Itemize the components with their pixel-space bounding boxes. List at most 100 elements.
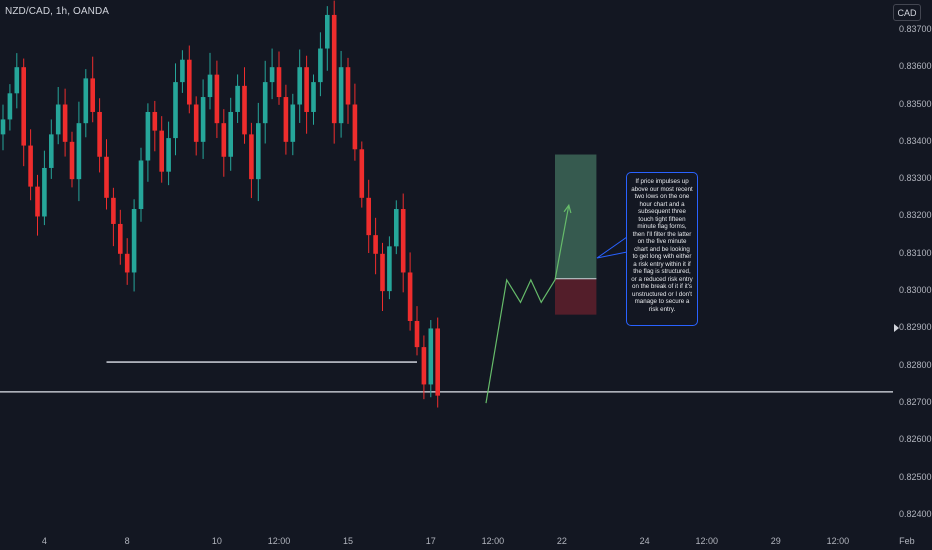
candle-body [331, 14, 337, 124]
time-tick-label: 17 [425, 536, 436, 546]
candle-body [118, 223, 123, 254]
candle-body [407, 272, 413, 321]
symbol-title: NZD/CAD, 1h, OANDA [5, 6, 110, 17]
time-tick-label: 12:00 [826, 536, 850, 546]
candle-body [159, 130, 164, 172]
candle-body [359, 149, 365, 198]
horizontal-levels [0, 361, 893, 393]
candle-body [207, 74, 213, 98]
candle-body [290, 104, 296, 142]
candle-body [311, 82, 316, 112]
candle-body [249, 134, 254, 180]
price-tick-label: 0.83400 [899, 135, 932, 146]
callout-text: If price impulses up above our most rece… [631, 178, 693, 313]
candle-body [180, 59, 185, 83]
price-tick-label: 0.83600 [899, 61, 932, 72]
candle-body [256, 123, 261, 180]
candle-body [55, 104, 61, 135]
candle-body [35, 186, 40, 217]
candle-body [0, 119, 6, 135]
target-zone [555, 154, 597, 279]
time-tick-label: 15 [342, 536, 354, 546]
time-tick-label: 12:00 [481, 536, 505, 546]
candle-body [83, 78, 89, 124]
projection-path [485, 203, 572, 404]
time-tick-label: 22 [556, 536, 567, 546]
currency-button[interactable]: CAD [893, 4, 921, 21]
candle-body [283, 97, 289, 142]
candles [0, 0, 440, 408]
trade-plan-callout[interactable]: If price impulses up above our most rece… [626, 172, 698, 326]
candle-body [131, 209, 137, 273]
callout-pointer [596, 236, 628, 259]
time-tick-label: 12:00 [267, 536, 291, 546]
candle-body [97, 111, 102, 157]
price-tick-label: 0.83300 [899, 173, 932, 184]
candle-body [173, 82, 178, 139]
candle-body [200, 97, 206, 142]
candle-body [428, 328, 434, 385]
candle-body [242, 85, 247, 135]
projection-arrowhead-icon [563, 203, 572, 214]
candle-body [269, 67, 275, 83]
candle-body [228, 111, 233, 157]
candle-body [318, 48, 323, 83]
candle-body [338, 67, 344, 124]
candle-body [366, 197, 371, 236]
candle-body [138, 160, 144, 210]
candle-body [104, 156, 109, 198]
price-tick-label: 0.82700 [899, 397, 932, 408]
candle-body [49, 134, 54, 168]
candle-body [111, 197, 116, 224]
price-axis-arrow-icon[interactable] [894, 324, 899, 332]
time-tick-label: 4 [41, 536, 47, 546]
price-tick-label: 0.82600 [899, 434, 932, 445]
price-tick-label: 0.83100 [899, 247, 932, 258]
candle-body [380, 253, 385, 292]
stop-zone [555, 278, 597, 315]
price-tick-label: 0.82400 [899, 509, 932, 520]
time-tick-label: Feb [899, 536, 915, 546]
candle-body [352, 104, 358, 150]
candle-body [69, 141, 75, 180]
candle-body [145, 111, 151, 161]
candle-body [435, 328, 440, 396]
candle-body [421, 347, 427, 385]
price-tick-label: 0.83200 [899, 210, 932, 221]
candle-body [221, 123, 227, 157]
candle-body [304, 67, 309, 112]
candle-body [187, 59, 192, 105]
candle-body [373, 235, 378, 254]
price-tick-label: 0.82900 [899, 322, 932, 333]
time-tick-label: 8 [124, 536, 130, 546]
candle-body [235, 85, 240, 112]
price-tick-label: 0.83000 [899, 285, 932, 296]
candle-body [394, 209, 399, 247]
candle-body [297, 67, 302, 105]
candle-body [76, 123, 82, 180]
price-tick-label: 0.82800 [899, 359, 932, 370]
candle-body [7, 93, 13, 120]
price-tick-label: 0.82500 [899, 471, 932, 482]
candle-body [214, 74, 220, 124]
price-tick-label: 0.83700 [899, 23, 932, 34]
candle-body [166, 138, 171, 172]
candle-body [62, 104, 68, 142]
candle-body [345, 67, 351, 105]
time-tick-label: 12:00 [695, 536, 719, 546]
candle-body [152, 111, 158, 131]
long-position-tool [555, 154, 597, 315]
time-tick-label: 29 [770, 536, 781, 546]
candle-body [42, 167, 47, 217]
candle-body [124, 253, 130, 273]
candle-body [28, 145, 33, 187]
time-tick-label: 10 [211, 536, 222, 546]
candle-body [387, 246, 392, 292]
candle-body [262, 82, 268, 124]
candle-body [414, 320, 420, 348]
candle-body [193, 104, 199, 142]
projection-line [485, 205, 570, 404]
candle-body [21, 67, 26, 146]
price-tick-label: 0.83500 [899, 98, 932, 109]
